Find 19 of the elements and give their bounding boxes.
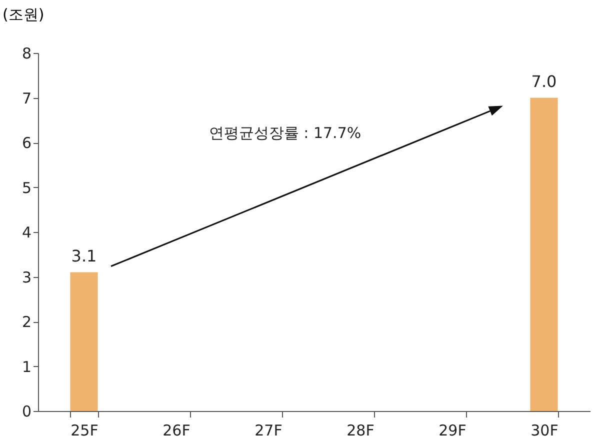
y-axis-title: (조원): [2, 6, 44, 24]
y-tick-label: 6: [22, 134, 32, 152]
x-tick-label: 26F: [162, 422, 190, 440]
annotation: 연평균성장률 : 17.7%: [208, 124, 362, 142]
x-tick-label: 25F: [70, 422, 98, 440]
y-tick-label: 2: [22, 313, 32, 331]
y-tick-label: 5: [22, 178, 32, 197]
x-tick-label: 29F: [438, 422, 466, 440]
x-tick-label: 28F: [346, 422, 374, 440]
y-tick-label: 0: [22, 402, 32, 420]
y-tick-label: 8: [22, 44, 32, 62]
y-tick-label: 1: [22, 358, 32, 376]
x-tick-label: 27F: [254, 422, 282, 440]
x-tick-label: 30F: [530, 422, 558, 440]
data-label: 3.1: [71, 246, 97, 266]
y-tick-label: 4: [22, 224, 32, 242]
y-tick-label: 7: [22, 89, 32, 108]
y-tick-label: 3: [22, 268, 32, 286]
data-label: 7.0: [531, 72, 557, 91]
